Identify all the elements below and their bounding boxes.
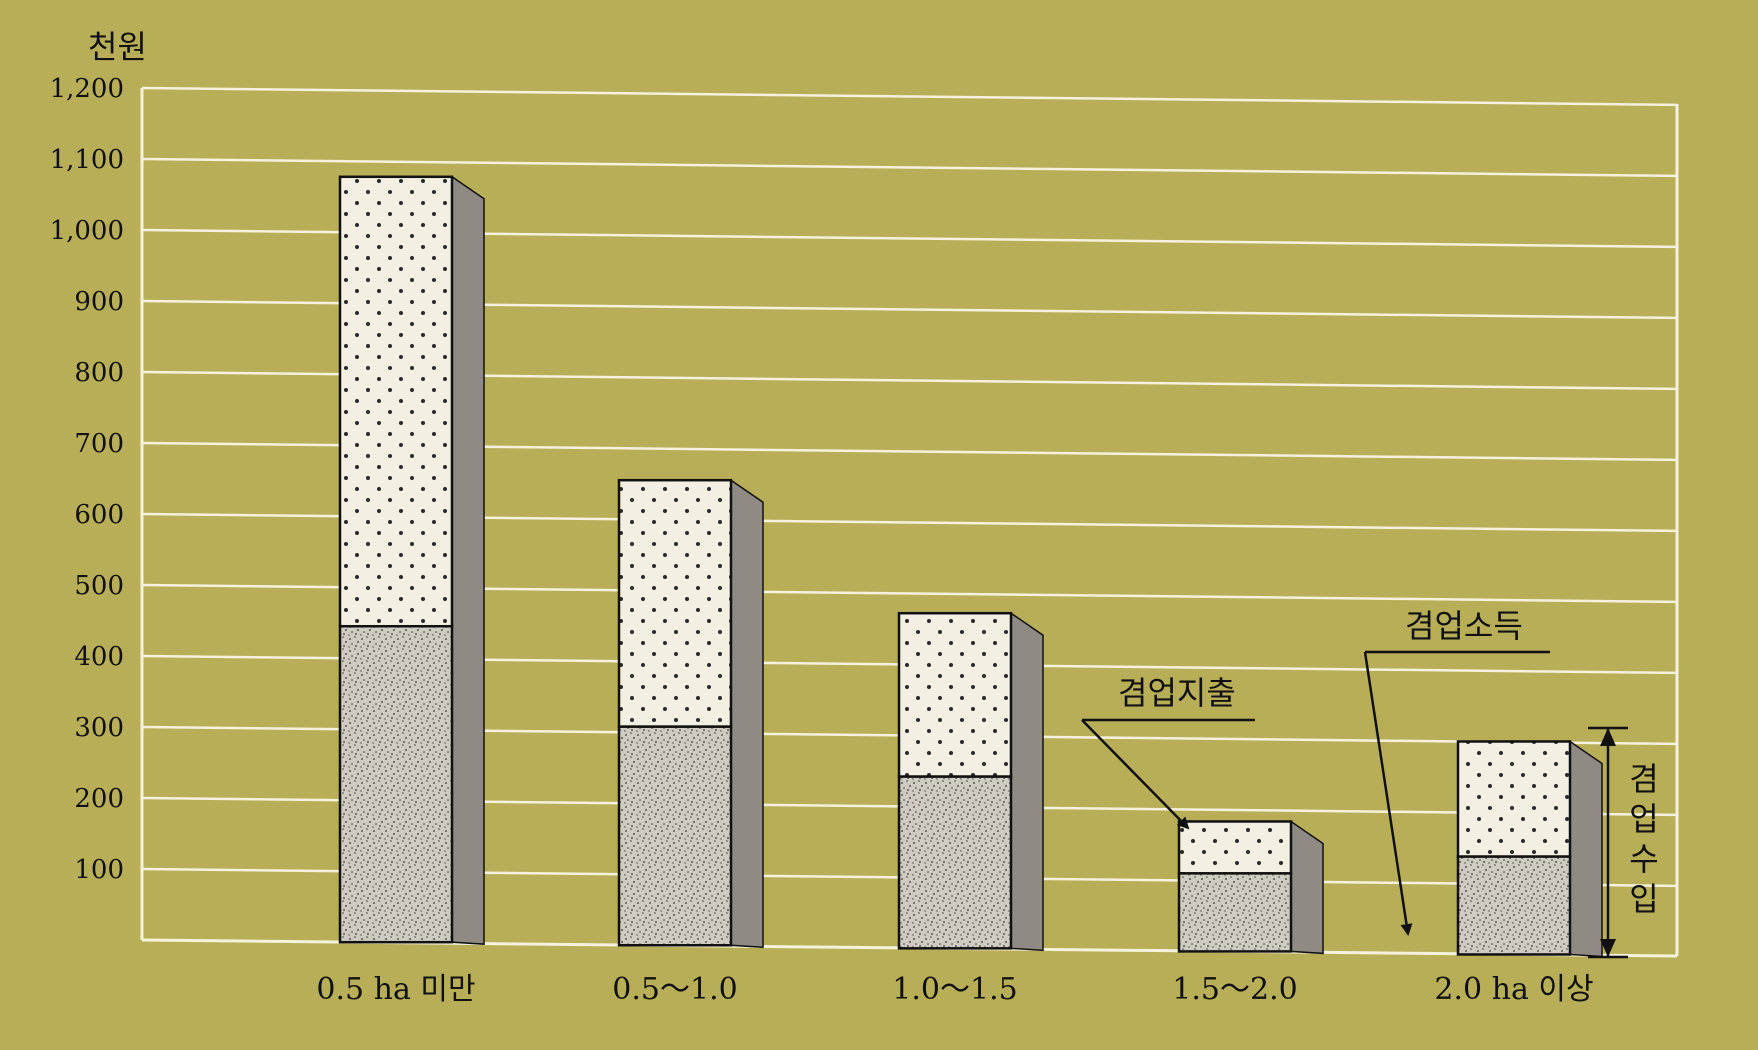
total-label-char-2: 업	[1629, 800, 1658, 838]
expense-arrow	[1081, 719, 1190, 830]
bar-segment-income	[1177, 820, 1293, 875]
y-tick-label: 500	[74, 571, 124, 601]
y-tick-label: 900	[74, 287, 124, 317]
y-tick-label: 700	[74, 429, 124, 459]
bar-side-face	[1290, 820, 1324, 955]
bar-segment-expense	[338, 624, 454, 944]
x-category-label: 2.0 ha 이상	[1434, 972, 1593, 1007]
annotation-expense: 겸업지출	[1081, 674, 1255, 830]
y-tick-label: 1,200	[50, 74, 124, 104]
x-category-label: 1.5～2.0	[1172, 972, 1297, 1007]
unit-label: 천원	[88, 28, 147, 66]
y-tick-label: 300	[74, 713, 124, 743]
total-label-char-4: 입	[1629, 880, 1658, 918]
y-tick-label: 400	[74, 642, 124, 672]
total-label-char-1: 겸	[1629, 760, 1658, 798]
bar-side-face	[730, 478, 764, 949]
annotation-total: 겸 업 수 입	[1588, 726, 1659, 959]
bar-side-face	[1010, 611, 1044, 952]
plot-area: 100 200 300 400 500 600 700 800 900 1,000 1,100 1,2…	[50, 74, 1679, 1007]
y-tick-label: 600	[74, 500, 124, 530]
total-arrow-down	[1600, 939, 1616, 957]
y-tick-label: 200	[74, 784, 124, 814]
total-label-char-3: 수	[1629, 840, 1658, 878]
x-category-label: 1.0～1.5	[892, 972, 1017, 1007]
bar-segment-expense	[897, 775, 1013, 950]
income-arrow	[1363, 651, 1413, 936]
bar-side-face	[451, 175, 485, 945]
y-tick-label: 800	[74, 358, 124, 388]
x-category-label: 0.5 ha 미만	[316, 972, 475, 1007]
bar-segment-income	[897, 611, 1013, 778]
income-annotation-label: 겸업소득	[1405, 607, 1523, 645]
total-arrow-up	[1600, 728, 1616, 746]
y-tick-label: 1,100	[50, 145, 124, 175]
x-category-label: 0.5～1.0	[612, 972, 737, 1007]
bar-segment-income	[338, 175, 454, 628]
gridline	[141, 86, 1678, 107]
bar-segment-income	[1456, 740, 1572, 858]
y-tick-label: 100	[74, 855, 124, 885]
bar-segment-expense	[1177, 872, 1293, 953]
gridline	[141, 157, 1678, 178]
bar-segment-income	[617, 478, 733, 728]
annotation-income: 겸업소득	[1363, 607, 1550, 936]
bar-segment-expense	[1456, 855, 1572, 956]
bar-segment-expense	[617, 725, 733, 947]
bar-side-face	[1569, 740, 1603, 958]
y-tick-label: 1,000	[50, 216, 124, 246]
expense-annotation-label: 겸업지출	[1118, 674, 1236, 712]
